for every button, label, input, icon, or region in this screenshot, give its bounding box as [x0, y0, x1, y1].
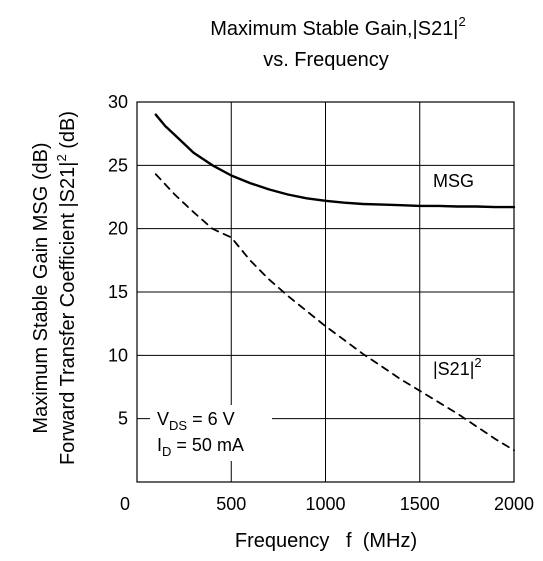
annotation-background [150, 405, 272, 461]
annotation-id-subscript: D [162, 444, 171, 459]
chart-title-line2: vs. Frequency [263, 49, 389, 71]
series-label-s21: |S21|2 [433, 355, 482, 379]
y-axis-label-line2-unit: (dB) [57, 111, 79, 154]
x-tick-label-2000: 2000 [494, 494, 534, 514]
y-axis-label-line2: Forward Transfer Coefficient |S21|2 (dB) [54, 111, 79, 465]
x-tick-label-1500: 1500 [400, 494, 440, 514]
x-axis-label: Frequency f (MHz) [235, 530, 417, 552]
annotation-vds-symbol: V [157, 409, 169, 429]
series-label-s21-superscript: 2 [474, 355, 481, 370]
annotation-vds-subscript: DS [169, 418, 187, 433]
y-axis-label-line1: Maximum Stable Gain MSG (dB) [30, 142, 52, 433]
y-tick-label-30: 30 [108, 92, 128, 112]
annotation-vds: VDS = 6 V [157, 409, 235, 433]
x-tick-label-500: 500 [216, 494, 246, 514]
x-tick-label-0: 0 [120, 494, 130, 514]
series-label-s21-main: |S21| [433, 359, 474, 379]
annotation-vds-value: = 6 V [187, 409, 235, 429]
y-tick-label-15: 15 [108, 282, 128, 302]
series-group [154, 113, 516, 452]
x-tick-label-1000: 1000 [305, 494, 345, 514]
series-label-msg: MSG [433, 171, 474, 191]
y-axis-label-line2-superscript: 2 [54, 154, 69, 161]
annotation-id-value: = 50 mA [171, 435, 244, 455]
chart-title-line1: Maximum Stable Gain,|S21|2 [210, 14, 466, 40]
y-tick-label-5: 5 [118, 409, 128, 429]
plot-frame [136, 101, 515, 483]
annotation-id-symbol: I [157, 435, 162, 455]
y-tick-label-25: 25 [108, 155, 128, 175]
series-s21-line [154, 173, 515, 452]
chart-title-main: Maximum Stable Gain,|S21| [210, 18, 458, 40]
y-tick-label-10: 10 [108, 345, 128, 365]
y-tick-label-20: 20 [108, 219, 128, 239]
series-msg-line [154, 113, 516, 209]
annotation-id: ID = 50 mA [157, 435, 244, 459]
y-axis-label-line2-main: Forward Transfer Coefficient |S21| [57, 162, 79, 466]
chart-title-superscript: 2 [459, 14, 466, 29]
tick-labels: 0 500 1000 1500 2000 5 10 15 20 25 30 [108, 92, 534, 514]
